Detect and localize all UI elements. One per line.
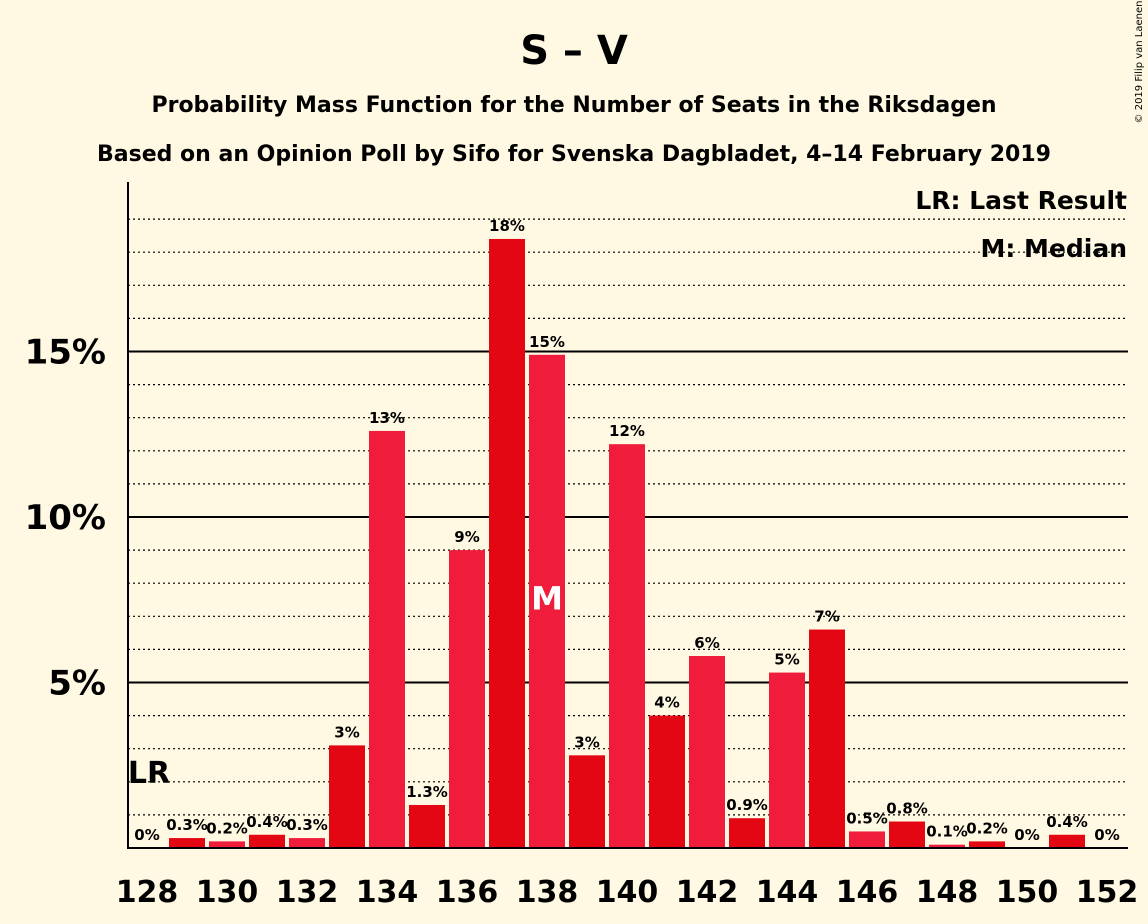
data-label-133: 3% [334,723,359,741]
data-label-149: 0.2% [966,819,1008,837]
bars [169,238,1085,848]
bar-seat-138 [529,354,565,848]
data-label-137: 18% [489,217,525,235]
copyright-note: © 2019 Filip van Laenen [1134,1,1145,124]
data-label-130: 0.2% [206,819,248,837]
bar-seat-134 [369,430,405,848]
bar-seat-147 [889,821,925,848]
data-label-147: 0.8% [886,800,928,818]
data-label-141: 4% [654,694,679,712]
bar-seat-137 [489,238,525,848]
bar-seat-146 [849,831,885,848]
x-tick-label: 130 [196,875,259,910]
data-label-135: 1.3% [406,783,448,801]
data-label-138: 15% [529,333,565,351]
bar-seat-132 [289,838,325,848]
chart-subtitle-1: Probability Mass Function for the Number… [151,93,996,118]
data-label-136: 9% [454,528,479,546]
data-label-140: 12% [609,422,645,440]
last-result-marker: LR [128,756,170,791]
x-tick-label: 134 [356,875,419,910]
data-label-145: 7% [814,608,839,626]
bar-seat-131 [249,834,285,848]
bar-seat-148 [929,844,965,848]
chart-subtitle-2: Based on an Opinion Poll by Sifo for Sve… [97,142,1051,167]
y-tick-label: 5% [48,664,106,704]
data-label-129: 0.3% [166,816,208,834]
data-label-144: 5% [774,651,799,669]
x-tick-label: 138 [516,875,579,910]
data-label-142: 6% [694,634,719,652]
x-tick-label: 142 [676,875,739,910]
x-tick-label: 150 [996,875,1059,910]
x-tick-label: 148 [916,875,979,910]
bar-seat-135 [409,804,445,848]
axes: 5% 10% 15% 128 130 132 134 136 138 140 142 144 146 14… [25,182,1139,910]
legend-median: M: Median [980,234,1127,263]
data-label-151: 0.4% [1046,813,1088,831]
bar-seat-133 [329,745,365,848]
data-label-139: 3% [574,733,599,751]
data-label-128: 0% [134,826,159,844]
x-tick-label: 146 [836,875,899,910]
data-labels: 0%0.3%0.2%0.4%0.3%3%13%1.3%9%18%15%3%12%… [128,217,1120,844]
data-label-150: 0% [1014,826,1039,844]
bar-seat-151 [1049,834,1085,848]
x-tick-label: 152 [1076,875,1139,910]
x-tick-label: 128 [116,875,179,910]
data-label-131: 0.4% [246,813,288,831]
bar-seat-130 [209,841,245,848]
y-tick-label: 15% [25,333,106,373]
median-marker: M [531,580,563,618]
x-tick-label: 140 [596,875,659,910]
data-label-152: 0% [1094,826,1119,844]
bar-seat-136 [449,550,485,848]
bar-seat-140 [609,444,645,848]
bar-seat-142 [689,656,725,848]
bar-seat-129 [169,838,205,848]
data-label-148: 0.1% [926,823,968,841]
data-label-132: 0.3% [286,816,328,834]
chart-title: S – V [520,28,628,74]
x-tick-label: 136 [436,875,499,910]
bar-seat-139 [569,755,605,848]
bar-seat-144 [769,672,805,848]
bar-seat-143 [729,818,765,848]
bar-seat-149 [969,841,1005,848]
x-tick-label: 144 [756,875,819,910]
data-label-143: 0.9% [726,796,768,814]
data-label-146: 0.5% [846,809,888,827]
legend-last-result: LR: Last Result [915,186,1127,215]
bar-seat-145 [809,629,845,848]
data-label-134: 13% [369,409,405,427]
y-tick-label: 10% [25,498,106,538]
x-tick-label: 132 [276,875,339,910]
bar-seat-141 [649,715,685,848]
